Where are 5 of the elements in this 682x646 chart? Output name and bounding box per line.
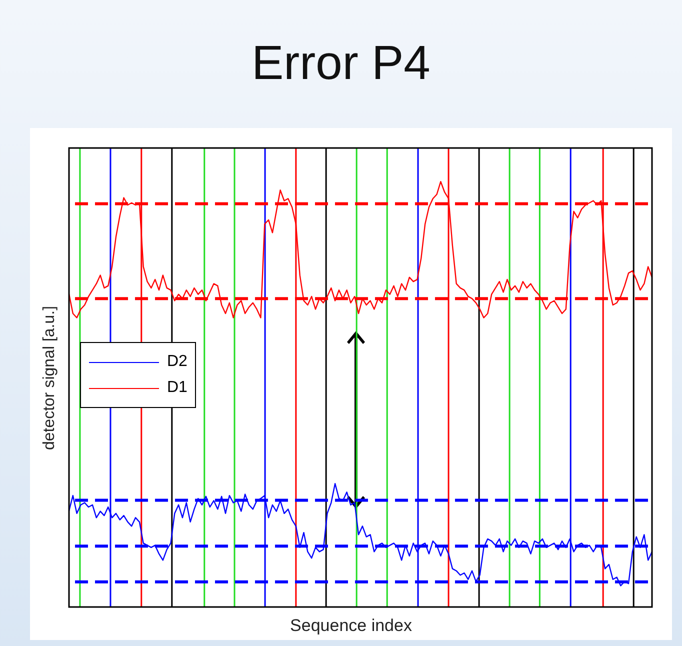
chart-title: Error P4 [250,36,432,91]
x-axis-title: Sequence index [289,616,413,636]
y-axis-title: detector signal [a.u.] [41,306,59,450]
legend-label: D2 [167,353,188,371]
legend-label: D1 [167,379,188,397]
